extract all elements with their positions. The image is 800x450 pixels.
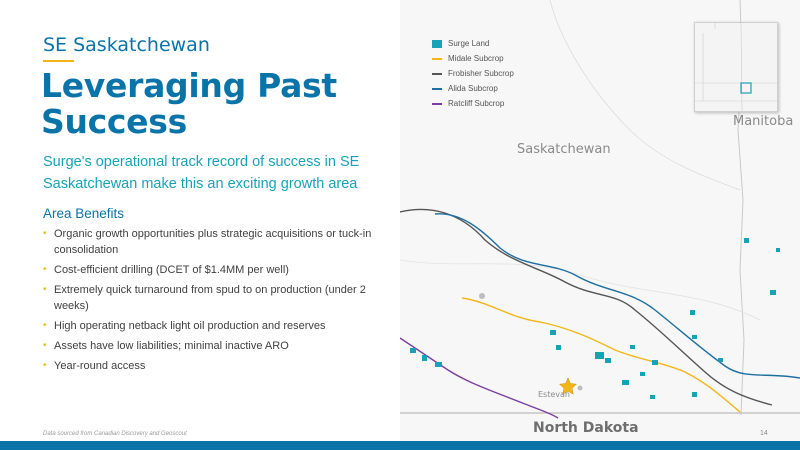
surge-land-parcel bbox=[595, 352, 604, 359]
region-underline bbox=[43, 60, 74, 62]
midale-subcrop-line bbox=[461, 297, 741, 413]
surge-land-parcels bbox=[410, 238, 780, 399]
surge-land-parcel bbox=[692, 335, 697, 339]
surge-land-parcel bbox=[690, 310, 695, 315]
legend-swatch bbox=[432, 58, 442, 60]
legend-label: Frobisher Subcrop bbox=[448, 69, 514, 78]
surge-land-parcel bbox=[776, 248, 780, 252]
benefit-item: Cost-efficient drilling (DCET of $1.4MM … bbox=[43, 262, 383, 278]
benefit-item: Extremely quick turnaround from spud to … bbox=[43, 282, 383, 314]
benefit-item: Year-round access bbox=[43, 358, 383, 374]
surge-land-parcel bbox=[744, 238, 749, 243]
label-north-dakota: North Dakota bbox=[533, 420, 639, 436]
content-panel: SE Saskatchewan Leveraging Past Success … bbox=[0, 0, 400, 450]
slide-title: Leveraging Past Success bbox=[41, 66, 337, 141]
legend-swatch bbox=[432, 88, 442, 90]
slide-subtitle: Surge's operational track record of succ… bbox=[43, 154, 360, 192]
town-marker bbox=[479, 293, 485, 299]
legend-label: Ratcliff Subcrop bbox=[448, 99, 505, 108]
label-estevan: Estevan bbox=[538, 390, 570, 399]
label-saskatchewan: Saskatchewan bbox=[517, 142, 611, 157]
surge-land-parcel bbox=[652, 360, 658, 365]
inset-locator-map bbox=[694, 22, 778, 112]
benefit-item: Assets have low liabilities; minimal ina… bbox=[43, 338, 383, 354]
bottom-brand-bar bbox=[0, 441, 800, 450]
ratcliff-subcrop-line bbox=[400, 337, 559, 419]
benefits-heading: Area Benefits bbox=[43, 206, 125, 221]
area-map: Saskatchewan Manitoba North Dakota Estev… bbox=[400, 0, 800, 441]
inset-grid-line bbox=[695, 23, 777, 111]
frobisher-subcrop-line bbox=[400, 208, 773, 406]
surge-land-parcel bbox=[605, 358, 611, 363]
surge-land-parcel bbox=[422, 355, 427, 361]
road-line bbox=[549, 0, 741, 191]
road-line bbox=[400, 259, 761, 321]
legend-swatch bbox=[432, 40, 442, 48]
surge-land-parcel bbox=[770, 290, 776, 295]
page-number: 14 bbox=[760, 430, 768, 437]
surge-land-parcel bbox=[640, 372, 645, 376]
surge-land-parcel bbox=[650, 395, 655, 399]
surge-land-parcel bbox=[718, 358, 723, 362]
surge-land-parcel bbox=[550, 330, 556, 335]
inset-map-canvas bbox=[695, 23, 777, 111]
surge-land-parcel bbox=[622, 380, 629, 385]
estevan-star-icon bbox=[558, 377, 578, 395]
legend-label: Alida Subcrop bbox=[448, 84, 498, 93]
surge-land-parcel bbox=[556, 345, 561, 350]
inset-area-box bbox=[740, 82, 752, 94]
label-manitoba: Manitoba bbox=[733, 114, 794, 129]
region-heading: SE Saskatchewan bbox=[43, 34, 210, 56]
benefit-item: Organic growth opportunities plus strate… bbox=[43, 226, 383, 258]
surge-land-parcel bbox=[435, 362, 442, 367]
surge-land-parcel bbox=[410, 348, 416, 353]
legend-swatch bbox=[432, 73, 442, 75]
benefits-list: Organic growth opportunities plus strate… bbox=[43, 226, 383, 378]
legend-label: Surge Land bbox=[448, 39, 490, 48]
alida-subcrop-line bbox=[434, 213, 800, 379]
source-footnote: Data sourced from Canadian Discovery and… bbox=[43, 431, 187, 437]
benefit-item: High operating netback light oil product… bbox=[43, 318, 383, 334]
inset-background bbox=[695, 23, 777, 111]
legend-swatch bbox=[432, 103, 442, 105]
legend-label: Midale Subcrop bbox=[448, 54, 504, 63]
surge-land-parcel bbox=[692, 392, 697, 397]
town-marker bbox=[577, 385, 583, 391]
surge-land-parcel bbox=[630, 345, 635, 349]
